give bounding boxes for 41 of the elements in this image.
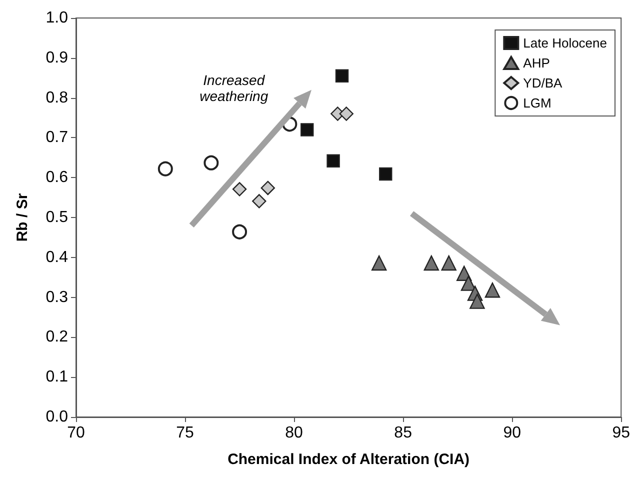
point	[460, 276, 476, 291]
point	[441, 255, 456, 271]
y-tick-label: 0.3	[46, 288, 68, 306]
y-tick-label: 1.0	[46, 10, 68, 26]
x-tick-label: 95	[612, 424, 630, 442]
x-tick-label: 70	[67, 424, 85, 442]
legend-label: Late Holocene	[523, 36, 608, 50]
x-tick-label: 85	[394, 424, 412, 442]
y-tick-label: 0.1	[46, 368, 68, 386]
point	[300, 123, 314, 136]
y-tick-label: 0.6	[46, 169, 68, 186]
point	[379, 167, 392, 181]
y-tick-label: 0.0	[46, 408, 68, 426]
y-tick-label: 0.5	[46, 209, 68, 226]
point	[339, 106, 354, 121]
point	[260, 180, 275, 196]
point	[335, 69, 349, 82]
y-tick-label: 0.9	[46, 49, 68, 66]
x-tick-label: 90	[503, 424, 522, 442]
point	[158, 161, 173, 176]
x-tick-label: 80	[285, 424, 304, 442]
point	[232, 224, 248, 240]
y-tick-label: 0.8	[46, 89, 68, 106]
legend-label: YD/BA	[523, 76, 562, 90]
point	[204, 155, 219, 170]
point	[371, 255, 387, 271]
y-tick-label: 0.2	[46, 328, 68, 346]
x-axis-title: Chemical Index of Alteration (CIA)	[228, 451, 470, 468]
legend-label: AHP	[523, 56, 550, 70]
point	[252, 194, 266, 208]
y-tick-label: 0.4	[46, 248, 68, 266]
x-tick-label: 75	[176, 424, 194, 442]
point	[484, 282, 500, 298]
y-tick-label: 0.7	[46, 129, 68, 146]
point	[326, 154, 340, 168]
annotation: Increased weathering	[198, 72, 270, 104]
point	[470, 294, 485, 309]
point	[232, 182, 247, 196]
point	[424, 255, 440, 271]
legend-label: LGM	[523, 96, 552, 110]
y-axis-title: Rb / Sr	[14, 193, 31, 242]
